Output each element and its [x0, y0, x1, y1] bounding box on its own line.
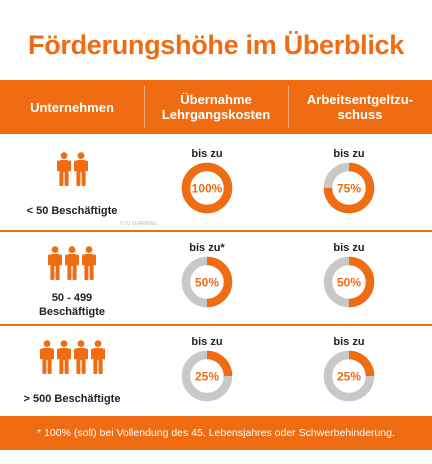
donut-fill: [323, 256, 375, 308]
header-arbeitsentgelt-line2: schuss: [337, 107, 383, 122]
course-prefix-label: bis zu*: [189, 242, 225, 254]
donut-fill: [181, 162, 233, 214]
wage-subsidy-donut: 50%: [323, 256, 375, 308]
header-divider: [288, 86, 289, 128]
donut-percent-label: 50%: [195, 276, 219, 290]
donut-fill: [323, 162, 375, 214]
header-arbeitsentgelt: Arbeitsentgeltzu- schuss: [288, 80, 432, 134]
header-unternehmen-label: Unternehmen: [30, 99, 114, 115]
person-icon: [48, 246, 62, 280]
course-prefix-label: bis zu: [191, 336, 223, 348]
table-header: Unternehmen Übernahme Lehrgangskosten Ar…: [0, 80, 432, 134]
donut-percent-label: 25%: [195, 370, 219, 384]
wage-prefix-label: bis zu: [333, 242, 365, 254]
wage-subsidy-donut: 25%: [323, 350, 375, 402]
company-size-label: 50 - 499 Beschäftigte: [2, 291, 142, 319]
company-size-line1: < 50 Beschäftigte: [26, 205, 118, 217]
watermark: © IQ LEARNING: [120, 221, 158, 227]
person-icon: [56, 340, 71, 374]
course-cost-donut: 25%: [181, 350, 233, 402]
header-unternehmen: Unternehmen: [0, 80, 144, 134]
wage-subsidy-donut: 75%: [323, 162, 375, 214]
company-size-line1: > 500 Beschäftigte: [23, 393, 121, 405]
company-size-label: > 500 Beschäftigte: [2, 392, 142, 406]
donut-fill: [181, 256, 233, 308]
person-icon: [56, 152, 71, 186]
person-icon: [73, 152, 88, 186]
wage-prefix-label: bis zu: [333, 148, 365, 160]
donut-percent-label: 50%: [337, 276, 361, 290]
header-lehrgangskosten: Übernahme Lehrgangskosten: [144, 80, 288, 134]
person-icon: [73, 340, 88, 374]
page-title: Förderungshöhe im Überblick: [28, 30, 404, 60]
company-size-label: < 50 Beschäftigte: [2, 204, 142, 218]
company-size-line2: Beschäftigte: [38, 306, 106, 318]
header-lehrgangskosten-line2: Lehrgangskosten: [161, 107, 271, 122]
person-icon: [82, 246, 96, 280]
person-icon: [39, 340, 54, 374]
row-divider: [0, 230, 432, 232]
course-cost-donut: 50%: [181, 256, 233, 308]
wage-prefix-label: bis zu: [333, 336, 365, 348]
donut-percent-label: 100%: [192, 182, 223, 196]
row-divider: [0, 324, 432, 326]
header-lehrgangskosten-line1: Übernahme: [180, 92, 252, 107]
donut-fill: [181, 350, 233, 402]
donut-percent-label: 75%: [337, 182, 361, 196]
course-prefix-label: bis zu: [191, 148, 223, 160]
footnote-text: * 100% (soll) bei Vollendung des 45. Leb…: [37, 427, 395, 439]
course-cost-donut: 100%: [181, 162, 233, 214]
donut-percent-label: 25%: [337, 370, 361, 384]
company-size-line1: 50 - 499: [51, 292, 93, 304]
person-icon: [65, 246, 79, 280]
person-icon: [90, 340, 105, 374]
footnote-bar: * 100% (soll) bei Vollendung des 45. Leb…: [0, 416, 432, 450]
donut-fill: [323, 350, 375, 402]
header-arbeitsentgelt-line1: Arbeitsentgeltzu-: [306, 92, 414, 107]
header-divider: [144, 86, 145, 128]
